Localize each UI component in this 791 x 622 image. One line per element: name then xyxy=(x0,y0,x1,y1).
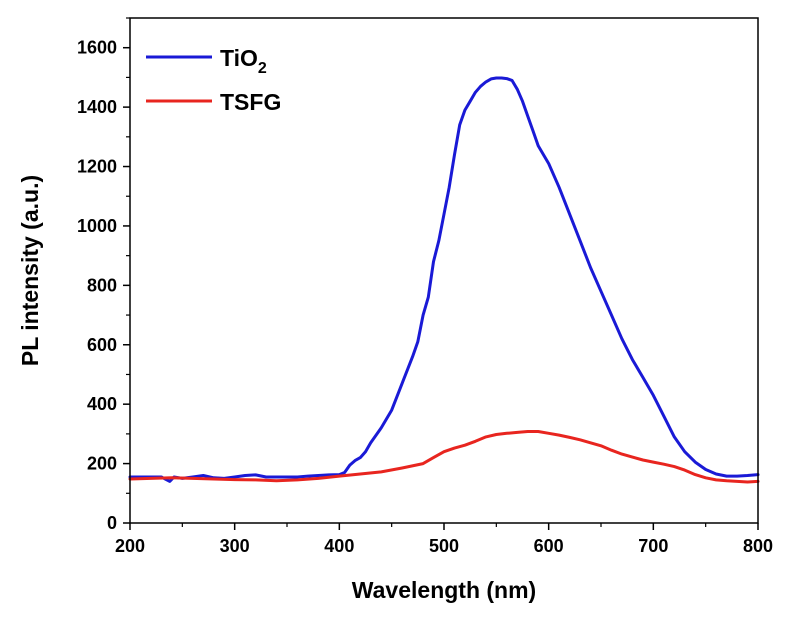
y-tick-label: 1200 xyxy=(77,157,117,177)
y-tick-label: 600 xyxy=(87,335,117,355)
y-tick-label: 1000 xyxy=(77,216,117,236)
x-tick-label: 500 xyxy=(429,536,459,556)
y-axis-title: PL intensity (a.u.) xyxy=(17,175,43,366)
x-tick-label: 200 xyxy=(115,536,145,556)
legend-label: TSFG xyxy=(220,89,281,115)
x-tick-label: 400 xyxy=(324,536,354,556)
x-tick-label: 600 xyxy=(534,536,564,556)
legend-label: TiO2 xyxy=(220,45,267,77)
x-tick-label: 800 xyxy=(743,536,773,556)
y-tick-label: 0 xyxy=(107,513,117,533)
series-line-tsfg xyxy=(128,430,760,484)
y-tick-label: 1600 xyxy=(77,38,117,58)
y-tick-label: 400 xyxy=(87,394,117,414)
x-tick-label: 700 xyxy=(638,536,668,556)
x-axis-title: Wavelength (nm) xyxy=(352,577,536,603)
series-line-tio2 xyxy=(128,76,760,483)
legend: TiO2 TSFG xyxy=(146,45,281,115)
y-tick-label: 800 xyxy=(87,275,117,295)
y-tick-label: 200 xyxy=(87,454,117,474)
x-tick-label: 300 xyxy=(220,536,250,556)
y-tick-label: 1400 xyxy=(77,97,117,117)
